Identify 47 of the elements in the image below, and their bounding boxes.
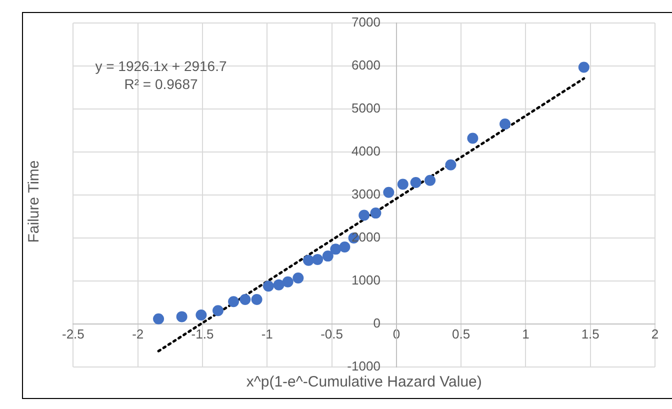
y-tick-label: 0 (373, 316, 380, 331)
x-tick-label: 0.5 (452, 326, 470, 342)
point (196, 309, 207, 320)
point (212, 305, 224, 316)
x-axis-title: x^p(1-e^-Cumulative Hazard Value) (246, 374, 482, 391)
y-tick-label: 5000 (352, 100, 380, 116)
annotation: y = 1926.1x + 2916.7 (95, 58, 227, 74)
y-tick-label: 7000 (352, 14, 380, 30)
point (445, 159, 456, 170)
point (153, 313, 164, 324)
annotation: R² = 0.9687 (124, 76, 198, 92)
y-tick-label: 6000 (352, 58, 380, 73)
y-tick-label: 1000 (352, 272, 380, 288)
point (424, 174, 436, 186)
point (251, 294, 262, 305)
point (303, 254, 314, 266)
point (397, 178, 408, 190)
point (339, 242, 350, 253)
point (282, 276, 294, 288)
y-tick-label: 4000 (352, 144, 380, 159)
point (578, 62, 590, 73)
x-tick-label: -1.5 (191, 326, 214, 342)
point (228, 296, 240, 308)
x-tick-label: 1 (522, 326, 530, 342)
point (500, 118, 511, 130)
y-tick-label: 3000 (352, 186, 380, 202)
x-tick-label: 2 (651, 326, 659, 342)
point (370, 208, 382, 219)
point (330, 244, 342, 255)
point (240, 294, 251, 305)
point (312, 254, 324, 265)
x-tick-label: -0.5 (320, 326, 343, 342)
point (262, 280, 274, 292)
point (322, 250, 334, 262)
y-axis-title: Failure Time (26, 159, 42, 245)
point (292, 272, 304, 284)
x-tick-label: -1 (261, 326, 273, 342)
x-tick-label: -2 (132, 326, 144, 342)
point (358, 210, 370, 221)
point (176, 311, 188, 322)
y-tick-label: -1000 (347, 358, 380, 374)
point (467, 132, 478, 144)
point (273, 279, 284, 290)
x-tick-label: -2.5 (62, 326, 84, 342)
x-tick-label: 1.5 (581, 326, 600, 342)
point (410, 177, 422, 188)
point (383, 186, 394, 198)
